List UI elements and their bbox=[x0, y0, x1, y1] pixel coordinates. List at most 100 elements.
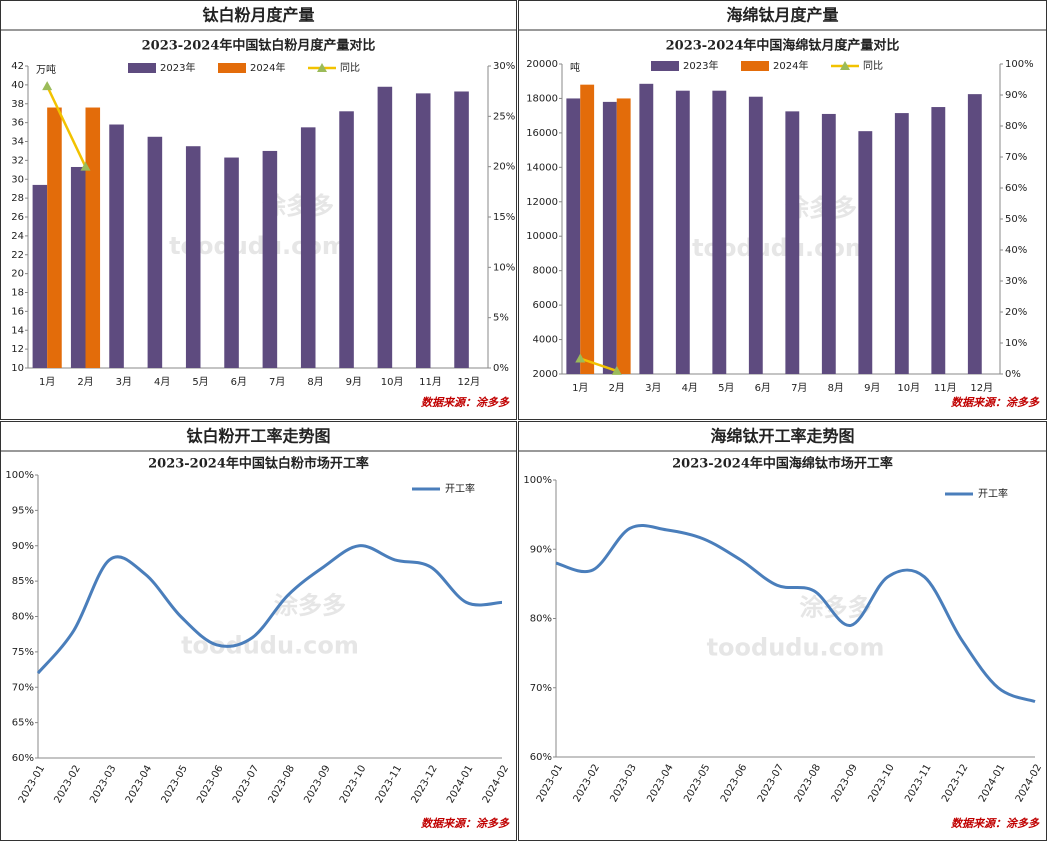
bar bbox=[85, 107, 101, 369]
y-tick-label: 70% bbox=[530, 683, 552, 694]
panel: 海绵钛开工率走势图2023-2024年中国海绵钛市场开工率涂多多toodudu.… bbox=[518, 421, 1047, 841]
legend-swatch bbox=[128, 63, 156, 73]
y-tick-label: 4000 bbox=[533, 335, 558, 346]
y2-tick-label: 5% bbox=[493, 313, 509, 324]
bar bbox=[675, 90, 690, 374]
yoy-marker bbox=[42, 81, 53, 91]
y-tick-label: 12 bbox=[11, 344, 24, 355]
x-tick-label: 1月 bbox=[39, 376, 55, 388]
yoy-line bbox=[46, 85, 87, 168]
y2-tick-label: 100% bbox=[1005, 59, 1034, 70]
y-tick-label: 30 bbox=[11, 174, 24, 185]
watermark: toodudu.com bbox=[181, 632, 359, 660]
bar bbox=[32, 184, 48, 368]
bar bbox=[300, 127, 316, 368]
legend-swatch bbox=[741, 61, 769, 71]
legend-marker bbox=[317, 63, 327, 72]
watermark: 涂多多 bbox=[274, 592, 346, 620]
y-tick-label: 60% bbox=[12, 753, 34, 764]
yoy-marker bbox=[575, 353, 586, 363]
y-unit: 吨 bbox=[570, 61, 580, 74]
x-tick-label: 2023-01 bbox=[17, 764, 47, 806]
x-tick-label: 2023-04 bbox=[645, 763, 675, 805]
bar bbox=[821, 113, 836, 374]
legend-label: 2024年 bbox=[773, 59, 808, 72]
bar bbox=[47, 107, 62, 369]
bar bbox=[566, 98, 581, 374]
panel-title: 钛白粉开工率走势图 bbox=[186, 427, 330, 446]
y2-tick-label: 40% bbox=[1005, 245, 1027, 256]
y-tick-label: 18000 bbox=[526, 93, 558, 104]
y2-tick-label: 70% bbox=[1005, 152, 1027, 163]
y-tick-label: 42 bbox=[11, 61, 24, 72]
y-tick-label: 10 bbox=[11, 363, 24, 374]
x-tick-label: 2023-03 bbox=[608, 763, 638, 805]
source: 数据来源：涂多多 bbox=[421, 396, 510, 409]
y-tick-label: 26 bbox=[11, 212, 24, 223]
x-tick-label: 11月 bbox=[934, 382, 957, 394]
legend-label: 2023年 bbox=[160, 61, 195, 74]
bar bbox=[109, 124, 124, 368]
y-tick-label: 14 bbox=[11, 325, 24, 336]
legend-swatch bbox=[651, 61, 679, 71]
y-tick-label: 2000 bbox=[533, 369, 558, 380]
legend-swatch bbox=[218, 63, 246, 73]
x-tick-label: 2023-08 bbox=[267, 764, 297, 806]
y-tick-label: 38 bbox=[11, 99, 24, 110]
y2-tick-label: 30% bbox=[493, 61, 515, 72]
y2-tick-label: 20% bbox=[1005, 307, 1027, 318]
y-tick-label: 8000 bbox=[533, 266, 558, 277]
x-tick-label: 10月 bbox=[897, 382, 920, 394]
x-tick-label: 9月 bbox=[346, 376, 362, 388]
y-tick-label: 20000 bbox=[526, 59, 558, 70]
x-tick-label: 2024-02 bbox=[481, 764, 511, 806]
bar bbox=[602, 101, 617, 374]
y-tick-label: 90% bbox=[12, 541, 34, 552]
x-tick-label: 2023-11 bbox=[374, 764, 404, 806]
y2-tick-label: 0% bbox=[1005, 369, 1021, 380]
x-tick-label: 2023-07 bbox=[756, 763, 786, 805]
y-tick-label: 16 bbox=[11, 306, 24, 317]
y-tick-label: 90% bbox=[530, 544, 552, 555]
x-tick-label: 2023-09 bbox=[302, 764, 332, 806]
y-tick-label: 80% bbox=[12, 612, 34, 623]
y-tick-label: 22 bbox=[11, 250, 24, 261]
x-tick-label: 10月 bbox=[381, 376, 404, 388]
x-tick-label: 4月 bbox=[154, 376, 170, 388]
bar bbox=[580, 84, 595, 375]
legend-label: 同比 bbox=[340, 62, 360, 74]
x-tick-label: 2023-08 bbox=[793, 763, 823, 805]
x-tick-label: 7月 bbox=[791, 382, 807, 394]
x-tick-label: 2023-04 bbox=[124, 764, 154, 806]
bar bbox=[415, 93, 431, 369]
y-tick-label: 6000 bbox=[533, 300, 558, 311]
x-tick-label: 2023-02 bbox=[52, 764, 82, 806]
bar bbox=[339, 111, 354, 369]
y-tick-label: 32 bbox=[11, 155, 24, 166]
yoy-marker bbox=[611, 365, 622, 375]
y-tick-label: 100% bbox=[523, 475, 552, 486]
x-tick-label: 2023-06 bbox=[195, 764, 225, 806]
x-tick-label: 2023-02 bbox=[572, 763, 602, 805]
bar bbox=[931, 107, 946, 375]
source: 数据来源：涂多多 bbox=[421, 817, 510, 830]
legend-label: 同比 bbox=[863, 60, 883, 72]
legend-label: 开工率 bbox=[445, 482, 475, 495]
y-tick-label: 24 bbox=[11, 231, 24, 242]
panel-border bbox=[518, 421, 1047, 841]
bar bbox=[858, 131, 873, 374]
y-tick-label: 75% bbox=[12, 647, 34, 658]
y-tick-label: 40 bbox=[11, 80, 24, 91]
x-tick-label: 2023-03 bbox=[88, 764, 118, 806]
x-tick-label: 2023-12 bbox=[409, 764, 439, 806]
bar bbox=[748, 96, 763, 374]
chart-title: 2023-2024年中国海绵钛月度产量对比 bbox=[666, 38, 900, 54]
y2-tick-label: 50% bbox=[1005, 214, 1027, 225]
bar bbox=[616, 98, 631, 374]
y-tick-label: 14000 bbox=[526, 162, 558, 173]
panel-border bbox=[0, 0, 517, 420]
x-tick-label: 7月 bbox=[269, 376, 285, 388]
y2-tick-label: 20% bbox=[493, 162, 515, 173]
x-tick-label: 5月 bbox=[718, 382, 734, 394]
